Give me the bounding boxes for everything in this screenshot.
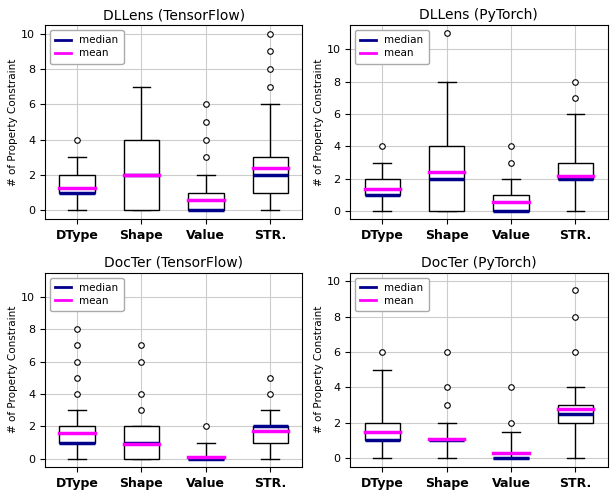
Title: DocTer (PyTorch): DocTer (PyTorch) bbox=[421, 256, 537, 270]
PathPatch shape bbox=[365, 179, 400, 195]
PathPatch shape bbox=[557, 163, 593, 179]
Legend: median, mean: median, mean bbox=[50, 30, 124, 64]
PathPatch shape bbox=[253, 426, 288, 443]
PathPatch shape bbox=[124, 140, 159, 211]
PathPatch shape bbox=[188, 193, 224, 211]
PathPatch shape bbox=[493, 195, 529, 211]
Y-axis label: # of Property Constraint: # of Property Constraint bbox=[9, 58, 18, 186]
PathPatch shape bbox=[365, 423, 400, 440]
PathPatch shape bbox=[557, 405, 593, 423]
Y-axis label: # of Property Constraint: # of Property Constraint bbox=[314, 306, 323, 433]
PathPatch shape bbox=[59, 426, 95, 443]
Title: DLLens (PyTorch): DLLens (PyTorch) bbox=[419, 8, 538, 22]
Title: DLLens (TensorFlow): DLLens (TensorFlow) bbox=[103, 8, 245, 22]
Title: DocTer (TensorFlow): DocTer (TensorFlow) bbox=[104, 256, 243, 270]
PathPatch shape bbox=[124, 426, 159, 459]
Legend: median, mean: median, mean bbox=[355, 30, 429, 64]
PathPatch shape bbox=[429, 146, 464, 211]
PathPatch shape bbox=[59, 175, 95, 193]
PathPatch shape bbox=[253, 157, 288, 193]
Y-axis label: # of Property Constraint: # of Property Constraint bbox=[9, 306, 18, 433]
Y-axis label: # of Property Constraint: # of Property Constraint bbox=[314, 58, 323, 186]
Legend: median, mean: median, mean bbox=[50, 278, 124, 311]
Legend: median, mean: median, mean bbox=[355, 278, 429, 311]
